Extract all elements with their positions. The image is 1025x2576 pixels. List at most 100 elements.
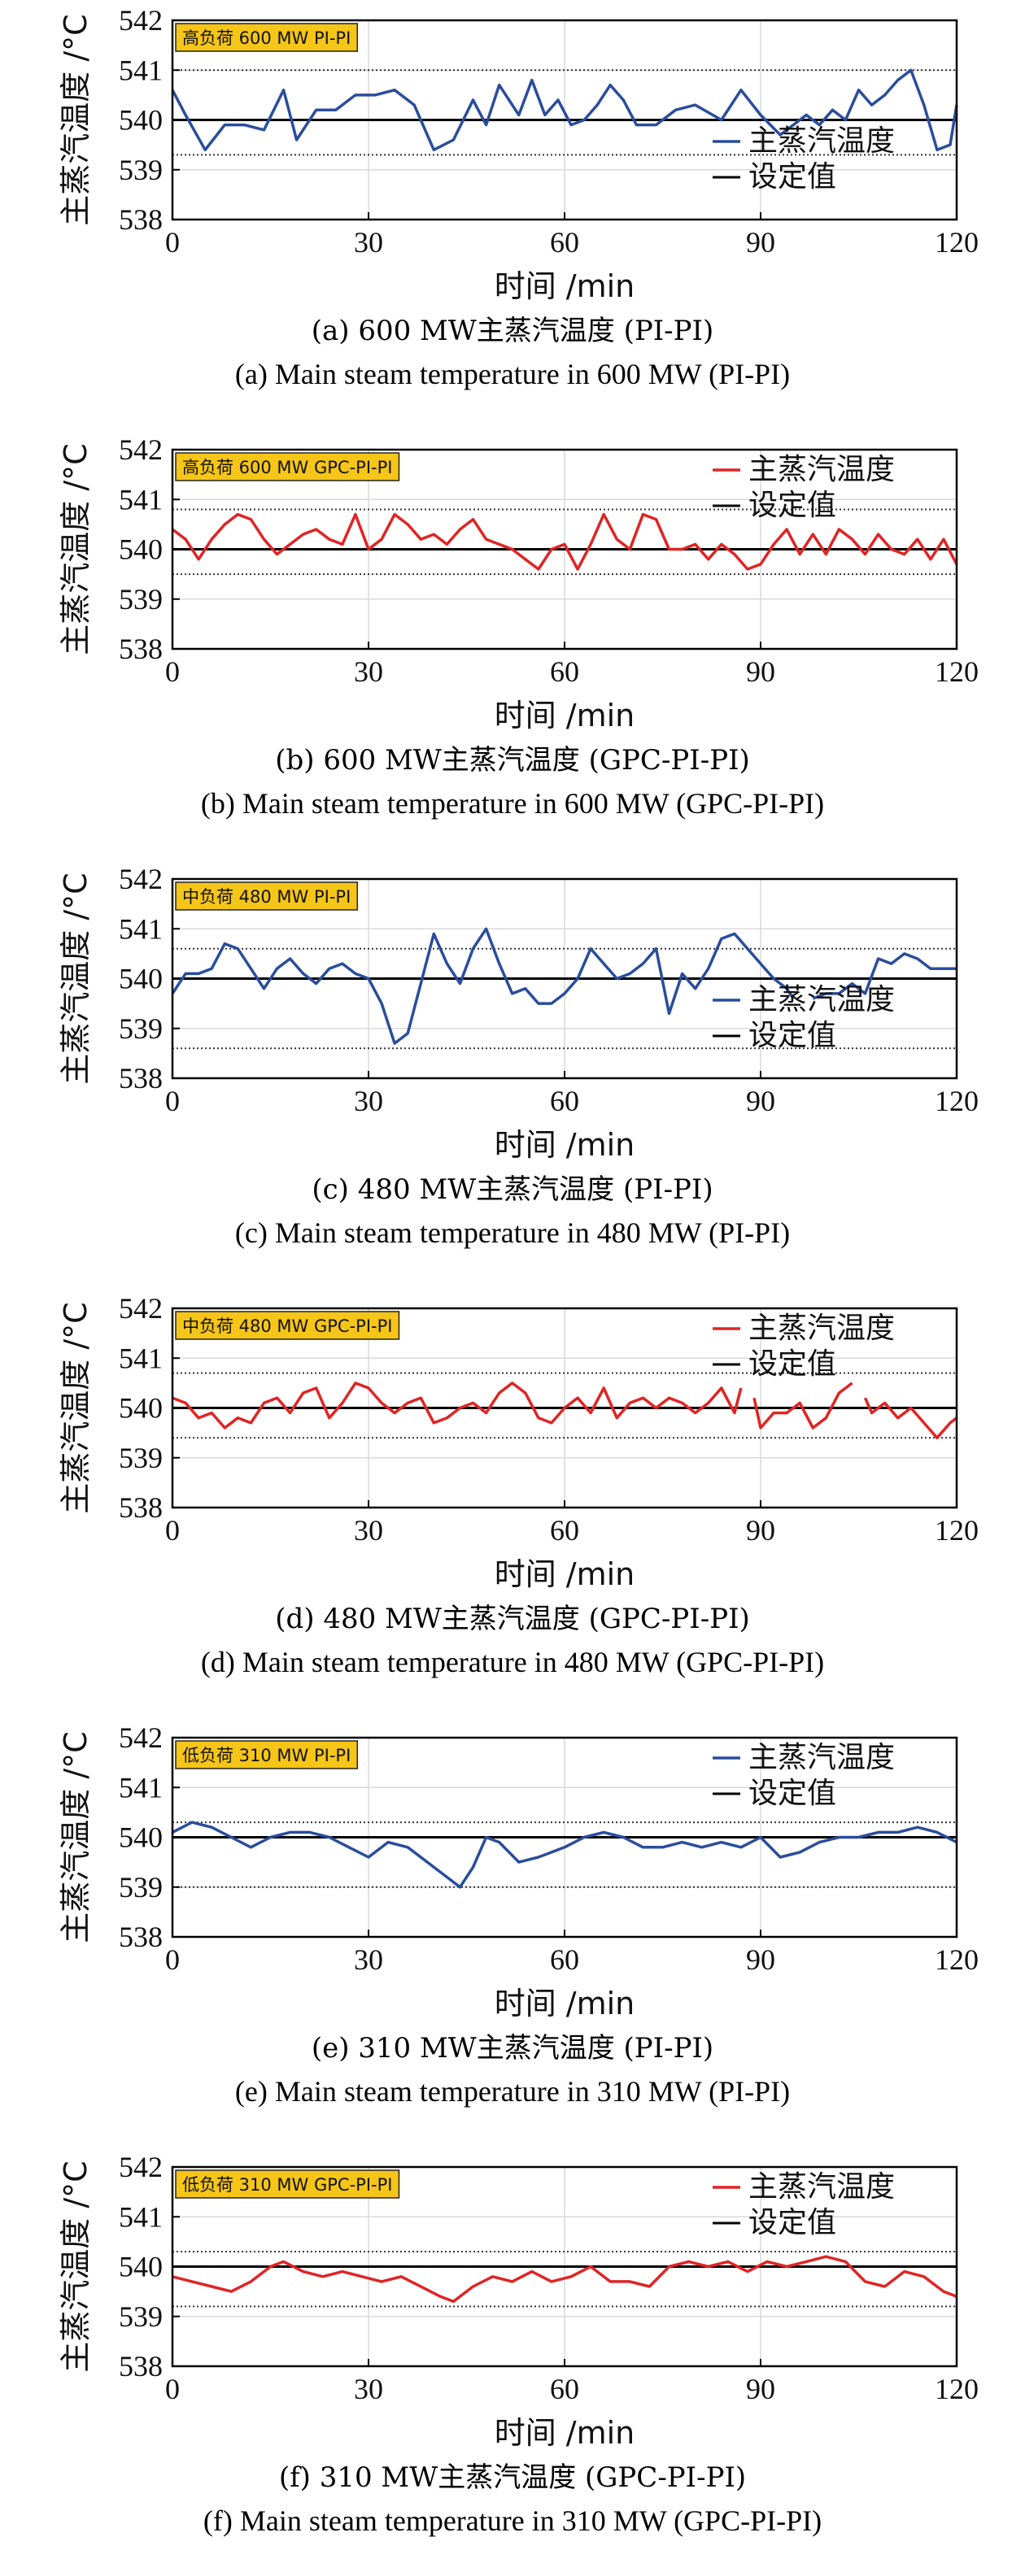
y-tick-label: 539 <box>119 154 163 186</box>
y-axis-title: 主蒸汽温度 /°C <box>58 2160 94 2372</box>
x-tick-label: 0 <box>165 655 180 688</box>
legend-setpoint-label: 设定值 <box>748 1019 836 1052</box>
scenario-badge <box>175 1740 359 1769</box>
legend-setpoint-label: 设定值 <box>748 160 836 194</box>
chart-b: 0 30 60 90 120 538 539 540 541 542 时间 /min 主蒸汽温度 /°… <box>58 433 979 733</box>
series-line-0 <box>171 927 957 1045</box>
y-tick-label: 541 <box>119 912 163 945</box>
x-tick-label: 120 <box>935 1943 979 1976</box>
chart-e: 0 30 60 90 120 538 539 540 541 542 时间 /min 主蒸汽温度 /°… <box>58 1721 979 2021</box>
y-tick-label: 542 <box>119 4 163 37</box>
x-tick-label: 30 <box>354 655 383 688</box>
y-axis-title: 主蒸汽温度 /°C <box>58 14 94 225</box>
x-tick-label: 90 <box>746 1085 775 1117</box>
legend-setpoint-label: 设定值 <box>748 1347 836 1381</box>
scenario-badge <box>175 2169 400 2199</box>
x-tick-label: 30 <box>354 226 383 259</box>
x-tick-label: 60 <box>550 1514 579 1547</box>
x-tick-label: 30 <box>354 1085 383 1117</box>
y-tick-label: 542 <box>119 1292 163 1325</box>
y-tick-label: 540 <box>119 104 163 137</box>
x-tick-label: 90 <box>746 1943 775 1976</box>
y-tick-label: 538 <box>119 633 163 665</box>
caption-cn-a: (a) 600 MW主蒸汽温度 (PI-PI) <box>311 315 714 347</box>
caption-cn-c: (c) 480 MW主蒸汽温度 (PI-PI) <box>312 1173 713 1206</box>
y-tick-label: 541 <box>119 483 163 516</box>
x-tick-label: 90 <box>746 655 775 688</box>
x-tick-label: 120 <box>935 2373 979 2405</box>
y-tick-label: 540 <box>119 2251 163 2283</box>
x-tick-label: 0 <box>165 1943 180 1976</box>
panel-d: 0 30 60 90 120 538 539 540 541 542 时间 /min 主蒸汽温度 /°… <box>0 1288 1025 1717</box>
scenario-badge <box>175 881 359 911</box>
x-tick-label: 30 <box>354 1943 383 1976</box>
scenario-badge <box>175 452 400 481</box>
x-tick-label: 120 <box>935 1085 979 1117</box>
y-tick-label: 539 <box>119 1871 163 1904</box>
y-tick-label: 540 <box>119 963 163 995</box>
y-tick-label: 539 <box>119 2300 163 2333</box>
x-tick-label: 60 <box>550 1943 579 1976</box>
caption-en-b: (b) Main steam temperature in 600 MW (GP… <box>200 787 825 820</box>
y-axis-title: 主蒸汽温度 /°C <box>58 872 94 1084</box>
x-tick-label: 90 <box>746 2373 775 2405</box>
series-line-0 <box>172 2255 957 2304</box>
caption-en-f: (f) Main steam temperature in 310 MW (GP… <box>203 2504 822 2537</box>
x-tick-label: 60 <box>550 1085 579 1117</box>
caption-cn-e: (e) 310 MW主蒸汽温度 (PI-PI) <box>311 2032 714 2065</box>
y-tick-label: 541 <box>119 1342 163 1374</box>
caption-en-d: (d) Main steam temperature in 480 MW (GP… <box>200 1646 825 1678</box>
y-axis-title: 主蒸汽温度 /°C <box>58 443 94 655</box>
scenario-badge <box>175 1311 400 1340</box>
panel-e: 0 30 60 90 120 538 539 540 541 542 时间 /min 主蒸汽温度 /°… <box>0 1717 1025 2147</box>
x-axis-title: 时间 /min <box>495 268 635 304</box>
y-tick-label: 538 <box>119 1491 163 1524</box>
y-tick-label: 541 <box>119 2200 163 2233</box>
x-tick-label: 0 <box>165 2373 180 2405</box>
chart-d: 0 30 60 90 120 538 539 540 541 542 时间 /min 主蒸汽温度 /°… <box>58 1292 979 1592</box>
scenario-badge-label: 中负荷 480 MW PI-PI <box>182 887 351 907</box>
legend-series-label: 主蒸汽温度 <box>748 2170 895 2204</box>
panel-b: 0 30 60 90 120 538 539 540 541 542 时间 /min 主蒸汽温度 /°… <box>0 429 1025 859</box>
scenario-badge-label: 高负荷 600 MW PI-PI <box>182 28 351 48</box>
y-tick-label: 541 <box>119 1771 163 1804</box>
x-axis-title: 时间 /min <box>495 1127 635 1163</box>
x-axis-title: 时间 /min <box>495 1986 635 2021</box>
legend-series-label: 主蒸汽温度 <box>748 124 895 158</box>
legend-setpoint-label: 设定值 <box>748 2206 836 2239</box>
x-tick-label: 30 <box>354 2373 383 2405</box>
series-line-0 <box>172 1821 957 1889</box>
x-tick-label: 90 <box>746 1514 775 1547</box>
scenario-badge <box>175 23 359 52</box>
panel-f: 0 30 60 90 120 538 539 540 541 542 时间 /min 主蒸汽温度 /°… <box>0 2147 1025 2576</box>
y-axis-title: 主蒸汽温度 /°C <box>58 1731 94 1943</box>
panel-a: 0 30 60 90 120 538 539 540 541 542 时间 /min 主蒸汽温度 /°… <box>0 0 1025 429</box>
scenario-badge-label: 中负荷 480 MW GPC-PI-PI <box>182 1316 392 1336</box>
series-line-0 <box>171 68 958 152</box>
y-tick-label: 539 <box>119 1012 163 1045</box>
y-tick-label: 538 <box>119 1062 163 1094</box>
y-tick-label: 540 <box>119 1821 163 1854</box>
y-tick-label: 539 <box>119 1442 163 1474</box>
series-line-0 <box>172 1382 958 1440</box>
caption-cn-b: (b) 600 MW主蒸汽温度 (GPC-PI-PI) <box>275 744 750 777</box>
x-tick-label: 0 <box>165 226 180 259</box>
x-axis-title: 时间 /min <box>495 1556 635 1592</box>
x-tick-label: 120 <box>935 226 979 259</box>
legend-series-label: 主蒸汽温度 <box>748 1312 895 1345</box>
y-tick-label: 540 <box>119 1392 163 1425</box>
scenario-badge-label: 低负荷 310 MW GPC-PI-PI <box>182 2175 392 2195</box>
y-tick-label: 541 <box>119 54 163 86</box>
y-axis-title: 主蒸汽温度 /°C <box>58 1302 94 1513</box>
legend-series-label: 主蒸汽温度 <box>748 453 895 486</box>
y-tick-label: 540 <box>119 533 163 566</box>
y-tick-label: 542 <box>119 433 163 466</box>
scenario-badge-label: 高负荷 600 MW GPC-PI-PI <box>182 458 392 477</box>
caption-en-c: (c) Main steam temperature in 480 MW (PI… <box>234 1216 791 1249</box>
y-tick-label: 542 <box>119 2151 163 2183</box>
x-axis-title: 时间 /min <box>495 698 635 733</box>
legend-setpoint-label: 设定值 <box>748 489 836 522</box>
scenario-badge-label: 低负荷 310 MW PI-PI <box>182 1746 351 1765</box>
legend-series-label: 主蒸汽温度 <box>748 983 895 1016</box>
y-tick-label: 542 <box>119 1721 163 1754</box>
